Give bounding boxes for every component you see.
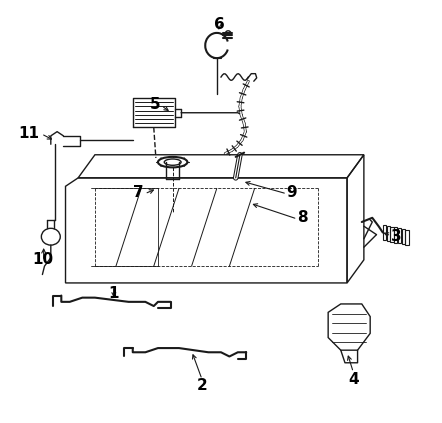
Text: 9: 9 bbox=[286, 185, 297, 200]
Text: 11: 11 bbox=[19, 126, 39, 141]
Bar bbox=[390, 227, 394, 242]
Text: 2: 2 bbox=[197, 379, 207, 393]
Text: 7: 7 bbox=[133, 185, 143, 200]
Text: 4: 4 bbox=[348, 372, 358, 387]
Text: 3: 3 bbox=[391, 229, 402, 244]
Bar bbox=[398, 228, 401, 244]
Text: 8: 8 bbox=[297, 210, 307, 225]
Bar bbox=[402, 229, 405, 244]
Bar bbox=[387, 226, 390, 241]
Text: 1: 1 bbox=[109, 286, 119, 301]
Text: 5: 5 bbox=[149, 97, 160, 112]
Bar bbox=[405, 230, 409, 245]
Text: 6: 6 bbox=[213, 17, 224, 32]
Bar bbox=[394, 228, 397, 243]
Text: 10: 10 bbox=[32, 253, 53, 267]
Bar bbox=[383, 225, 386, 240]
